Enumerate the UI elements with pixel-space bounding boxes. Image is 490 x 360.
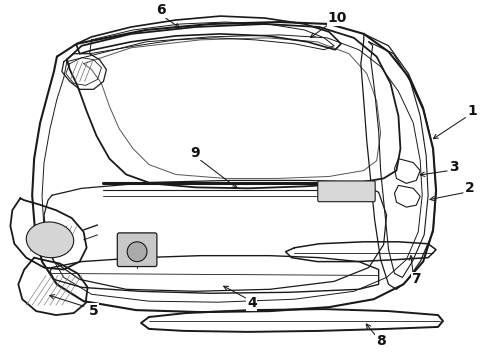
Ellipse shape bbox=[26, 222, 74, 258]
Text: 9: 9 bbox=[191, 146, 200, 160]
Text: 4: 4 bbox=[247, 296, 257, 310]
Text: 5: 5 bbox=[89, 304, 98, 318]
Text: 3: 3 bbox=[449, 159, 459, 174]
Text: 2: 2 bbox=[465, 181, 475, 195]
FancyBboxPatch shape bbox=[117, 233, 157, 266]
FancyBboxPatch shape bbox=[318, 181, 375, 202]
Text: 8: 8 bbox=[376, 334, 386, 348]
Text: 10: 10 bbox=[327, 11, 347, 25]
Circle shape bbox=[127, 242, 147, 262]
Text: 7: 7 bbox=[412, 273, 421, 287]
Text: 6: 6 bbox=[156, 3, 166, 17]
Text: 1: 1 bbox=[468, 104, 478, 118]
